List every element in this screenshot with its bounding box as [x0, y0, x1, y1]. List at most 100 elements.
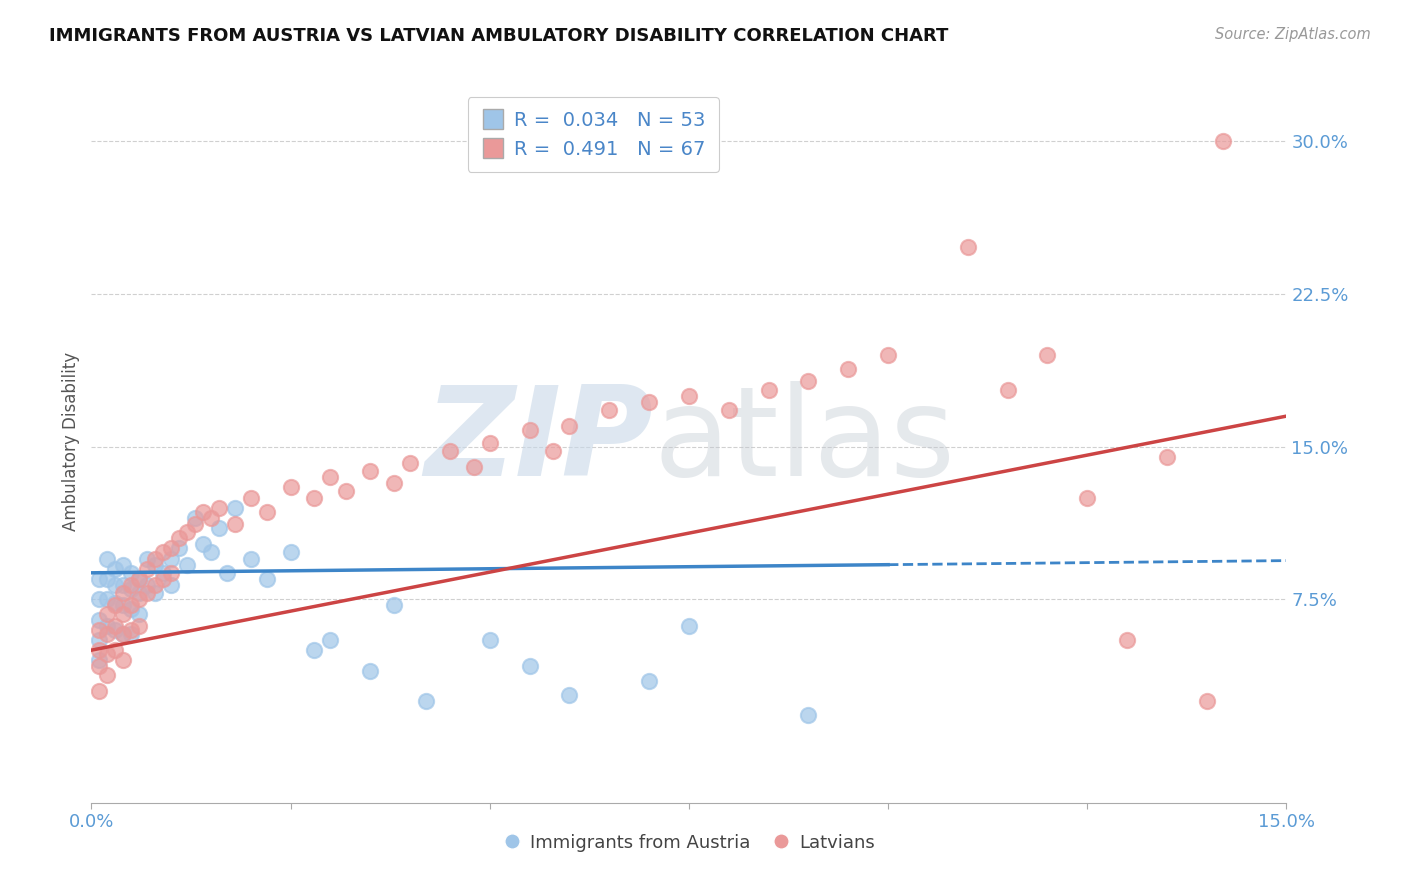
Point [797, 375, 820, 389]
Point [112, 627, 135, 641]
Point [112, 653, 135, 667]
Point [104, 618, 127, 632]
Point [136, 586, 159, 600]
Point [678, 389, 700, 403]
Point [96, 592, 118, 607]
Point [478, 435, 501, 450]
Point [96, 551, 118, 566]
Point [956, 240, 979, 254]
Point [176, 525, 198, 540]
Point [120, 582, 142, 596]
Point [143, 551, 166, 566]
Point [89, 592, 111, 607]
Point [997, 383, 1019, 397]
Point [678, 618, 700, 632]
Point [89, 623, 111, 637]
Point [184, 516, 207, 531]
Point [112, 627, 135, 641]
Point [543, 443, 565, 458]
Point [519, 423, 541, 437]
Point [128, 618, 150, 632]
Point [96, 572, 118, 586]
Point [638, 673, 661, 688]
Point [104, 562, 127, 576]
Point [224, 500, 246, 515]
Point [143, 586, 166, 600]
Point [104, 578, 127, 592]
Point [1076, 491, 1098, 505]
Point [191, 505, 214, 519]
Text: IMMIGRANTS FROM AUSTRIA VS LATVIAN AMBULATORY DISABILITY CORRELATION CHART: IMMIGRANTS FROM AUSTRIA VS LATVIAN AMBUL… [49, 27, 949, 45]
Point [120, 623, 142, 637]
Legend: Immigrants from Austria, Latvians: Immigrants from Austria, Latvians [496, 826, 882, 859]
Point [215, 566, 238, 580]
Point [89, 643, 111, 657]
Point [143, 558, 166, 572]
Point [280, 545, 302, 559]
Point [319, 470, 342, 484]
Point [1212, 134, 1234, 148]
Point [104, 643, 127, 657]
Point [120, 627, 142, 641]
Point [120, 578, 142, 592]
Point [239, 551, 262, 566]
Point [463, 460, 485, 475]
Point [104, 596, 127, 610]
Point [152, 566, 174, 580]
Point [415, 694, 437, 708]
Point [128, 592, 150, 607]
Point [382, 476, 405, 491]
Point [167, 541, 190, 556]
Point [1036, 348, 1059, 362]
Point [1195, 694, 1218, 708]
Point [89, 632, 111, 647]
Point [96, 618, 118, 632]
Point [152, 545, 174, 559]
Point [128, 586, 150, 600]
Point [112, 599, 135, 613]
Point [96, 607, 118, 621]
Point [160, 551, 183, 566]
Point [399, 456, 422, 470]
Point [112, 558, 135, 572]
Point [128, 572, 150, 586]
Point [89, 659, 111, 673]
Point [143, 578, 166, 592]
Point [558, 688, 581, 702]
Point [280, 480, 302, 494]
Point [200, 545, 222, 559]
Point [104, 599, 127, 613]
Point [208, 521, 231, 535]
Point [478, 632, 501, 647]
Point [304, 491, 326, 505]
Point [758, 383, 780, 397]
Point [239, 491, 262, 505]
Point [136, 578, 159, 592]
Point [112, 607, 135, 621]
Point [120, 599, 142, 613]
Point [152, 572, 174, 586]
Point [160, 578, 183, 592]
Point [176, 558, 198, 572]
Point [128, 607, 150, 621]
Point [200, 511, 222, 525]
Point [160, 566, 183, 580]
Point [558, 419, 581, 434]
Y-axis label: Ambulatory Disability: Ambulatory Disability [62, 352, 80, 531]
Point [335, 484, 357, 499]
Text: atlas: atlas [652, 381, 955, 502]
Point [167, 531, 190, 545]
Point [256, 505, 278, 519]
Text: ZIP: ZIP [425, 381, 652, 502]
Point [96, 627, 118, 641]
Point [304, 643, 326, 657]
Point [797, 708, 820, 723]
Point [1156, 450, 1178, 464]
Point [160, 541, 183, 556]
Point [319, 632, 342, 647]
Point [89, 653, 111, 667]
Point [136, 551, 159, 566]
Point [184, 511, 207, 525]
Point [208, 500, 231, 515]
Point [877, 348, 900, 362]
